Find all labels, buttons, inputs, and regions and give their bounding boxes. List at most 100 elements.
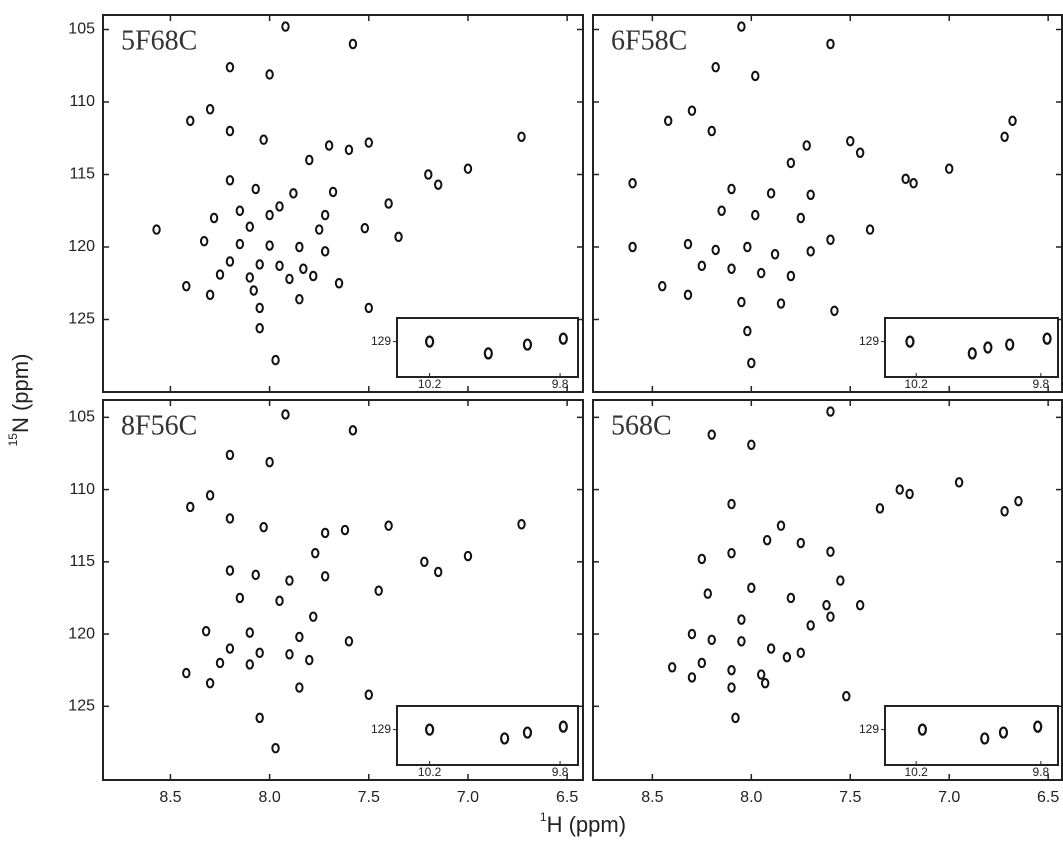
inset-peak: [425, 335, 435, 348]
peak: [320, 246, 330, 257]
peak: [711, 244, 720, 256]
inset-peak: [917, 723, 928, 736]
peak: [255, 302, 264, 314]
peak: [225, 256, 235, 267]
peak: [320, 571, 330, 582]
y-tick-label: 125: [68, 698, 95, 715]
peak: [875, 503, 885, 514]
peak: [697, 657, 707, 669]
peak: [199, 236, 209, 247]
peak: [727, 682, 736, 693]
inset-x-tick-label: 9.8: [1033, 765, 1050, 779]
peak: [348, 38, 358, 50]
peak: [299, 263, 308, 274]
peak: [281, 409, 290, 420]
peak: [717, 205, 726, 216]
peak: [1014, 495, 1023, 507]
peak: [855, 599, 865, 611]
x-tick-label: 7.5: [358, 789, 380, 806]
peak: [275, 260, 284, 272]
inset-peak: [500, 732, 510, 745]
x-tick-label: 7.5: [839, 789, 861, 806]
peak: [663, 115, 673, 127]
y-axis-label-text: N (ppm): [8, 354, 33, 433]
peak: [628, 178, 637, 189]
peak: [305, 154, 314, 166]
panel-title: 6F58C: [611, 25, 687, 56]
x-axis-label-text: H (ppm): [547, 812, 626, 837]
peak: [757, 267, 766, 279]
peak: [796, 647, 805, 659]
inset-frame: [884, 317, 1059, 378]
peak: [225, 565, 235, 576]
peak: [225, 643, 235, 654]
peak: [743, 241, 752, 253]
x-tick-label: 8.0: [740, 789, 762, 806]
peak: [757, 669, 766, 680]
peak: [731, 712, 740, 724]
peak: [727, 183, 736, 195]
peak: [737, 636, 746, 647]
inset-x-tick-label: 9.8: [552, 765, 569, 779]
peak: [855, 147, 865, 158]
peak: [707, 125, 716, 137]
peak: [305, 654, 314, 666]
peak: [711, 61, 720, 73]
peak: [275, 595, 284, 607]
x-axis-label-sup: 1: [540, 810, 547, 824]
peak: [328, 186, 338, 198]
peak: [320, 527, 330, 539]
peak: [225, 125, 235, 137]
peak: [295, 631, 304, 643]
peak: [954, 477, 964, 488]
peak: [289, 188, 298, 199]
peak: [275, 201, 284, 212]
inset-peak: [967, 347, 977, 360]
peak: [770, 249, 780, 260]
peak: [802, 140, 811, 151]
peak: [776, 298, 786, 309]
peak: [836, 575, 845, 586]
peak: [751, 70, 760, 82]
peak: [806, 620, 815, 631]
peak: [360, 222, 370, 234]
y-tick-label: 110: [69, 481, 95, 498]
peak: [245, 659, 254, 670]
y-tick-label: 105: [68, 21, 95, 38]
peak: [895, 484, 904, 495]
peak: [517, 519, 526, 530]
peak: [255, 712, 264, 724]
inset-x-tick-label: 10.2: [904, 377, 928, 391]
peak: [295, 241, 304, 253]
peak: [235, 592, 245, 604]
inset-peak: [980, 732, 990, 745]
peak: [364, 137, 373, 148]
panel-title: 8F56C: [121, 410, 197, 441]
x-tick-label: 8.5: [159, 789, 181, 806]
peak: [901, 173, 910, 185]
peak: [424, 169, 433, 180]
inset-y-tick-label: 129: [859, 722, 879, 736]
peak: [751, 209, 760, 221]
peak: [205, 289, 215, 301]
peak: [826, 234, 835, 245]
peak: [434, 566, 443, 578]
peak: [667, 662, 677, 673]
peak: [225, 61, 235, 73]
peak: [628, 241, 637, 253]
peak: [225, 449, 235, 461]
peak: [255, 259, 264, 270]
peak: [245, 272, 254, 283]
inset-y-tick-label: 129: [371, 722, 391, 736]
peak: [766, 188, 776, 199]
x-tick-label: 8.0: [258, 789, 280, 806]
peak: [786, 592, 796, 604]
peak: [245, 221, 254, 232]
peak: [737, 614, 746, 625]
inset-peak: [1005, 338, 1015, 351]
peak: [806, 246, 815, 257]
x-tick-label: 6.5: [1037, 789, 1059, 806]
peak: [743, 325, 752, 337]
peak: [1008, 115, 1017, 127]
y-tick-label: 115: [69, 553, 95, 570]
